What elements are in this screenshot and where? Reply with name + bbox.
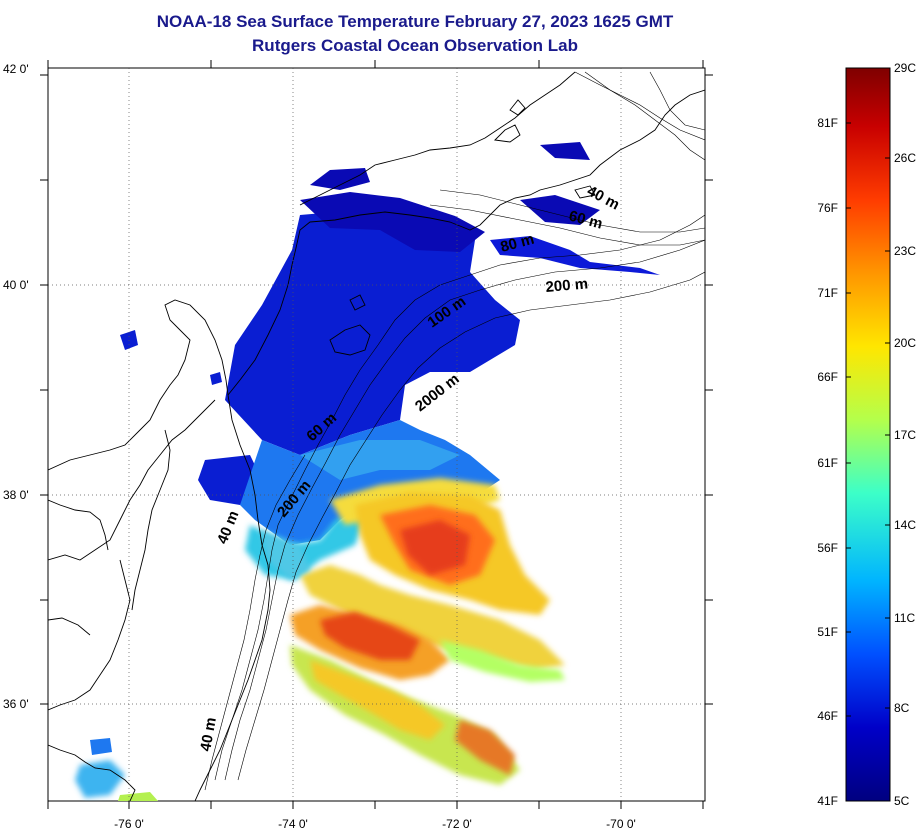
- coastline: [48, 71, 705, 801]
- colorbar-ticks: 81F 76F 71F 66F 61F 56F 51F 46F 41F 29C 26C 23C 20C 1…: [817, 61, 916, 808]
- contour-label: 200 m: [545, 275, 589, 296]
- colorbar-c-label: 11C: [894, 611, 915, 625]
- colorbar-f-label: 71F: [817, 286, 838, 300]
- colorbar-f-label: 56F: [817, 541, 838, 555]
- sst-field: [75, 142, 660, 801]
- lon-label: -76 0': [114, 817, 144, 831]
- colorbar-f-label: 81F: [817, 116, 838, 130]
- colorbar: [845, 67, 891, 802]
- colorbar-c-label: 23C: [894, 244, 916, 258]
- colorbar-c-label: 29C: [894, 61, 916, 75]
- colorbar-c-label: 26C: [894, 151, 916, 165]
- tick-marks: [40, 60, 713, 809]
- lat-label: 42 0': [3, 62, 29, 76]
- colorbar-c-label: 8C: [894, 701, 910, 715]
- colorbar-c-label: 5C: [894, 794, 910, 808]
- map-title: NOAA-18 Sea Surface Temperature February…: [156, 12, 674, 31]
- lon-label: -70 0': [606, 817, 636, 831]
- contour-label: 40 m: [197, 716, 220, 753]
- lon-label: -72 0': [442, 817, 472, 831]
- map-subtitle: Rutgers Coastal Ocean Observation Lab: [252, 36, 578, 55]
- colorbar-c-label: 20C: [894, 336, 916, 350]
- colorbar-f-label: 41F: [817, 794, 838, 808]
- colorbar-f-label: 76F: [817, 201, 838, 215]
- lon-label: -74 0': [278, 817, 308, 831]
- colorbar-c-label: 14C: [894, 518, 916, 532]
- colorbar-f-label: 51F: [817, 625, 838, 639]
- lat-label: 36 0': [3, 697, 29, 711]
- bathymetry-contours: [204, 71, 705, 791]
- colorbar-c-label: 17C: [894, 428, 916, 442]
- colorbar-f-label: 61F: [817, 456, 838, 470]
- colorbar-f-label: 66F: [817, 370, 838, 384]
- lat-label: 40 0': [3, 278, 29, 292]
- map-grid: [48, 68, 705, 801]
- colorbar-f-label: 46F: [817, 709, 838, 723]
- lat-label: 38 0': [3, 488, 29, 502]
